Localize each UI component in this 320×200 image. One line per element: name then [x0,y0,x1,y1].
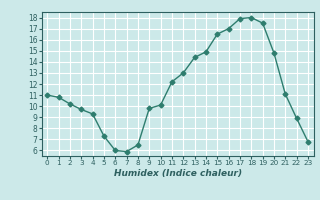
X-axis label: Humidex (Indice chaleur): Humidex (Indice chaleur) [114,169,242,178]
